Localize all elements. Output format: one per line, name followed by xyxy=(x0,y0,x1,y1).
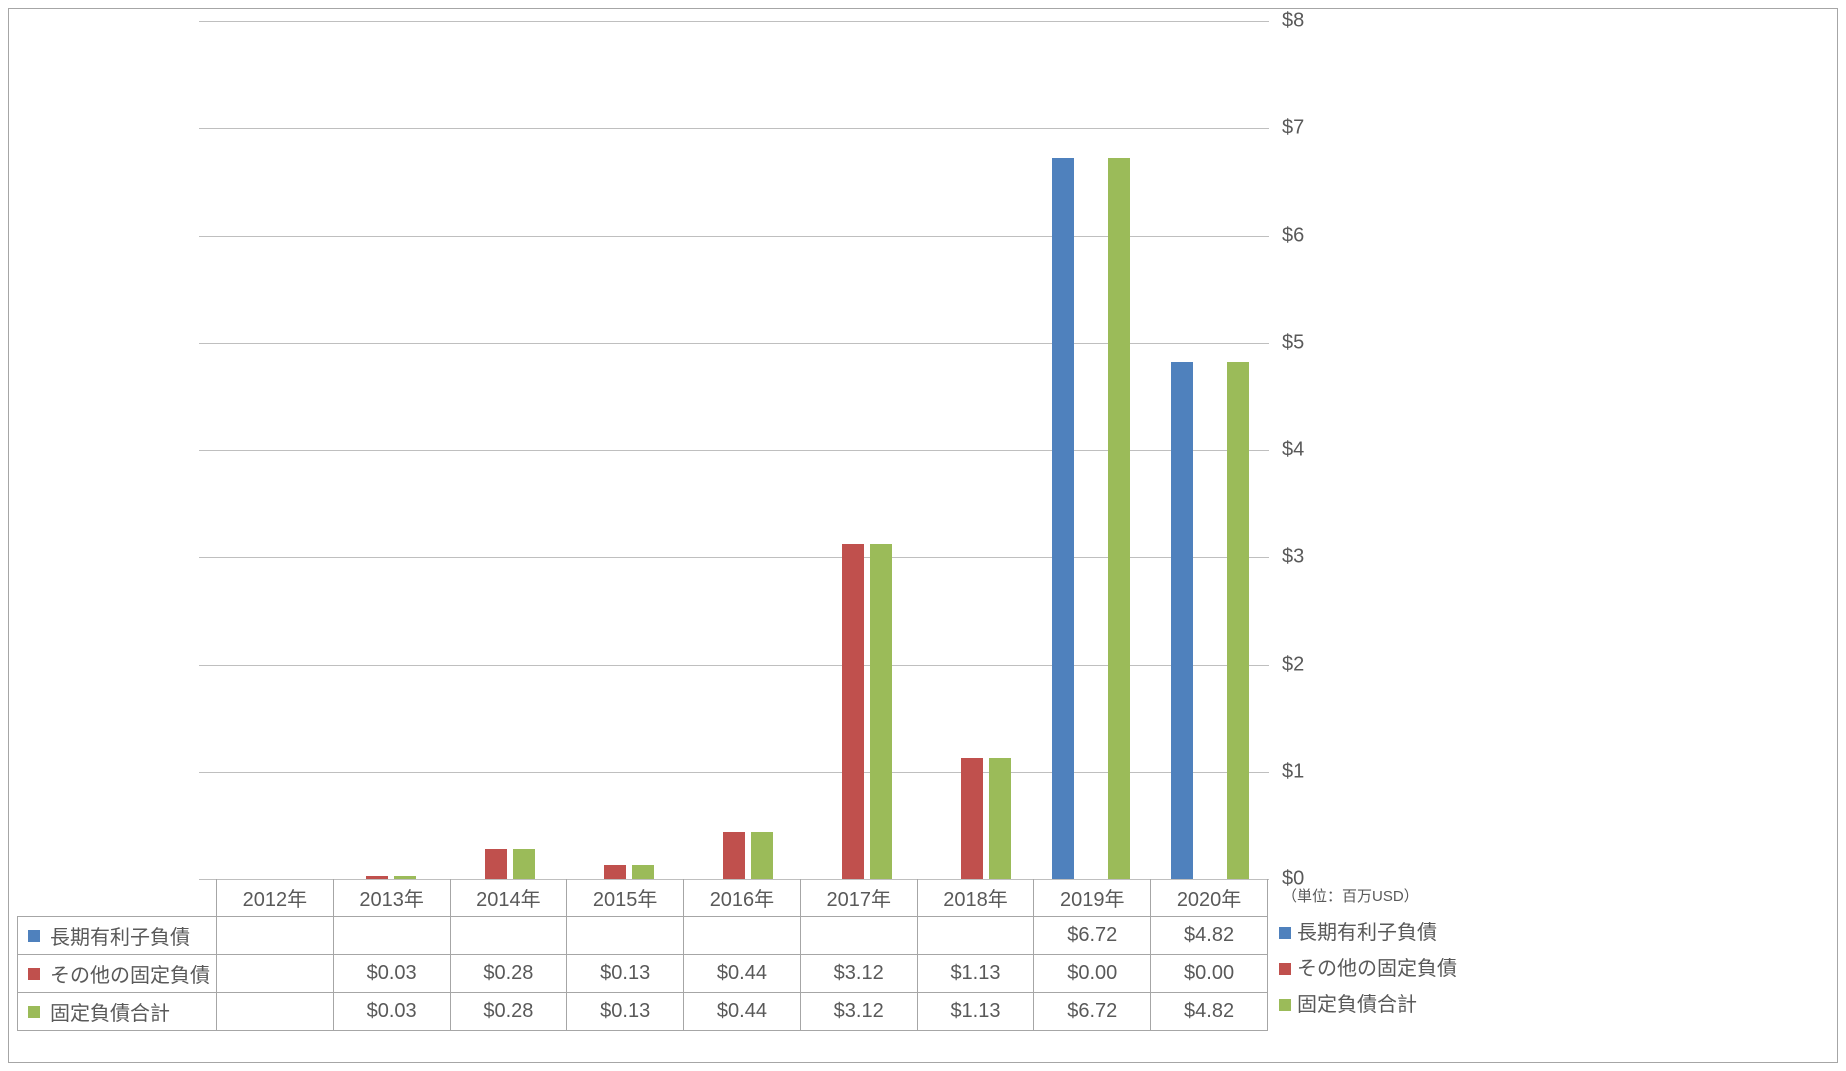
legend-item: 固定負債合計 xyxy=(1279,987,1839,1023)
bar xyxy=(1052,158,1074,879)
legend-label: その他の固定負債 xyxy=(1297,958,1457,980)
table-cell xyxy=(800,917,917,955)
table-cell: $1.13 xyxy=(917,955,1034,993)
table-cell: $0.13 xyxy=(567,993,684,1031)
table-cell xyxy=(567,917,684,955)
category-label: 2012年 xyxy=(217,879,334,917)
series-name: 固定負債合計 xyxy=(50,1003,170,1025)
legend-swatch xyxy=(28,930,40,942)
bar xyxy=(1108,158,1130,879)
table-corner xyxy=(18,879,217,917)
bar xyxy=(513,849,535,879)
table-cell: $3.12 xyxy=(800,955,917,993)
table-cell xyxy=(684,917,801,955)
legend-swatch xyxy=(1279,963,1291,975)
bar xyxy=(989,758,1011,879)
legend-swatch xyxy=(1279,999,1291,1011)
y-tick-label: $3 xyxy=(1282,546,1304,569)
table-cell: $1.13 xyxy=(917,993,1034,1031)
table-cell: $4.82 xyxy=(1151,917,1268,955)
table-cell: $0.44 xyxy=(684,993,801,1031)
legend-item: その他の固定負債 xyxy=(1279,951,1839,987)
y-tick-label: $7 xyxy=(1282,117,1304,140)
y-tick-label: $2 xyxy=(1282,653,1304,676)
table-cell: $0.44 xyxy=(684,955,801,993)
category-label: 2014年 xyxy=(450,879,567,917)
table-cell: $6.72 xyxy=(1034,993,1151,1031)
bar xyxy=(632,865,654,879)
series-name: 長期有利子負債 xyxy=(50,927,190,949)
table-cell: $3.12 xyxy=(800,993,917,1031)
series-rowhead: 長期有利子負債 xyxy=(18,917,217,955)
plot-area xyxy=(199,21,1269,879)
bar xyxy=(485,849,507,879)
bar xyxy=(842,544,864,879)
y-tick-label: $5 xyxy=(1282,331,1304,354)
table-cell: $0.03 xyxy=(333,993,450,1031)
table-cell: $0.00 xyxy=(1034,955,1151,993)
legend-item: 長期有利子負債 xyxy=(1279,915,1839,951)
table-cell: $0.28 xyxy=(450,955,567,993)
bars-layer xyxy=(199,21,1269,879)
bar xyxy=(961,758,983,879)
legend-spacer xyxy=(1279,879,1839,915)
table-cell: $0.28 xyxy=(450,993,567,1031)
bar xyxy=(870,544,892,879)
legend-label: 長期有利子負債 xyxy=(1297,922,1437,944)
category-label: 2018年 xyxy=(917,879,1034,917)
table-cell: $6.72 xyxy=(1034,917,1151,955)
table-cell xyxy=(333,917,450,955)
table-cell xyxy=(217,955,334,993)
y-tick-label: $4 xyxy=(1282,439,1304,462)
category-label: 2015年 xyxy=(567,879,684,917)
category-label: 2019年 xyxy=(1034,879,1151,917)
legend-swatch xyxy=(28,1006,40,1018)
series-rowhead: 固定負債合計 xyxy=(18,993,217,1031)
table-cell xyxy=(450,917,567,955)
table-cell xyxy=(917,917,1034,955)
bar xyxy=(1227,362,1249,879)
table-cell: $0.13 xyxy=(567,955,684,993)
legend-right: 長期有利子負債その他の固定負債固定負債合計 xyxy=(1279,879,1839,1023)
data-table: 2012年2013年2014年2015年2016年2017年2018年2019年… xyxy=(17,879,1268,1031)
bar xyxy=(723,832,745,879)
bar xyxy=(751,832,773,879)
series-rowhead: その他の固定負債 xyxy=(18,955,217,993)
table-cell xyxy=(217,917,334,955)
series-name: その他の固定負債 xyxy=(50,965,210,987)
table-cell xyxy=(217,993,334,1031)
y-tick-label: $8 xyxy=(1282,10,1304,33)
legend-swatch xyxy=(1279,927,1291,939)
category-label: 2020年 xyxy=(1151,879,1268,917)
legend-swatch xyxy=(28,968,40,980)
table-cell: $0.03 xyxy=(333,955,450,993)
bar xyxy=(604,865,626,879)
category-label: 2013年 xyxy=(333,879,450,917)
bar xyxy=(1171,362,1193,879)
table-cell: $0.00 xyxy=(1151,955,1268,993)
category-label: 2017年 xyxy=(800,879,917,917)
chart-container: $0$1$2$3$4$5$6$7$8 （単位：百万USD） 2012年2013年… xyxy=(8,8,1838,1063)
table-cell: $4.82 xyxy=(1151,993,1268,1031)
y-tick-label: $6 xyxy=(1282,224,1304,247)
legend-label: 固定負債合計 xyxy=(1297,994,1417,1016)
category-label: 2016年 xyxy=(684,879,801,917)
y-tick-label: $1 xyxy=(1282,760,1304,783)
